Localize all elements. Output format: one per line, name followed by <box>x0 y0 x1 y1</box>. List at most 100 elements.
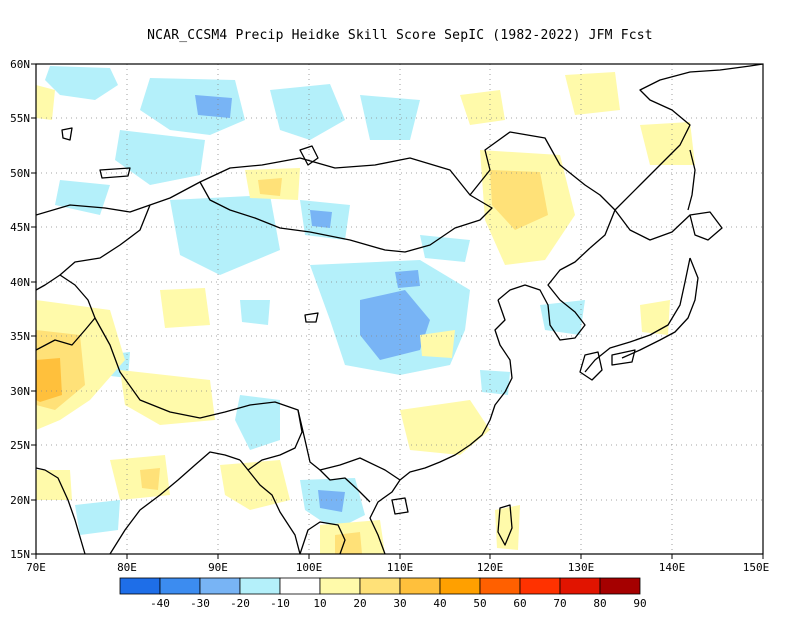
lat-labels: 60N 55N 50N 45N 40N 35N 30N 25N 20N 15N <box>10 58 30 561</box>
lat-label: 50N <box>10 167 30 180</box>
lon-label: 120E <box>477 561 504 574</box>
colorbar-swatch <box>239 577 281 595</box>
colorbar-swatch <box>479 577 521 595</box>
japan-kyushu <box>579 351 603 381</box>
neg-patch <box>240 300 270 325</box>
colorbar-swatch <box>519 577 561 595</box>
lat-label: 25N <box>10 439 30 452</box>
colorbar-swatch <box>159 577 201 595</box>
pos-patch-strong <box>258 178 282 196</box>
neg-patch <box>140 78 245 135</box>
colorbar-swatch <box>359 577 401 595</box>
neg-patch-strong <box>310 210 332 228</box>
pos-patch-strong <box>140 468 160 490</box>
laos-border <box>319 469 371 503</box>
pos-patch-max <box>36 358 62 402</box>
okhotsk-coast <box>614 64 763 211</box>
himalaya-border <box>94 317 303 471</box>
neg-patch <box>75 500 120 535</box>
lat-label: 30N <box>10 385 30 398</box>
pos-patch-strong <box>490 170 548 230</box>
neg-patch <box>235 395 280 450</box>
pos-patch <box>220 460 290 510</box>
lat-label: 20N <box>10 494 30 507</box>
colorbar-swatch <box>279 577 321 595</box>
pos-patch <box>565 72 620 115</box>
colorbar: -40 -30 -20 -10 10 20 30 40 50 60 70 80 90 <box>119 577 647 610</box>
coastlines-borders <box>36 64 763 554</box>
colorbar-label: -40 <box>150 597 170 610</box>
neg-patch <box>480 370 510 395</box>
lon-label: 100E <box>296 561 323 574</box>
lake-baikal <box>299 145 319 166</box>
colorbar-label: 60 <box>513 597 526 610</box>
lon-labels: 70E 80E 90E 100E 110E 120E 130E 140E 150… <box>26 561 769 574</box>
colorbar-label: 30 <box>393 597 406 610</box>
japan-east <box>621 257 699 359</box>
pos-patch <box>36 85 55 120</box>
lon-label: 150E <box>743 561 770 574</box>
colorbar-label: 20 <box>353 597 366 610</box>
neg-patch <box>55 180 110 215</box>
lon-label: 80E <box>117 561 137 574</box>
lon-label: 90E <box>208 561 228 574</box>
lon-label: 110E <box>387 561 414 574</box>
neg-patch <box>270 84 345 140</box>
hainan <box>391 497 409 515</box>
colorbar-label: -10 <box>270 597 290 610</box>
qinghai-lake <box>304 312 319 323</box>
colorbar-label: 90 <box>633 597 646 610</box>
china-east-coast <box>399 299 513 481</box>
hokkaido <box>689 211 723 241</box>
central-asia-border <box>59 181 201 276</box>
kazakh-border <box>36 204 151 216</box>
graticule <box>36 64 763 554</box>
colorbar-swatch <box>119 577 161 595</box>
colorbar-label: 10 <box>313 597 326 610</box>
neg-patch <box>360 95 420 140</box>
lon-label: 140E <box>659 561 686 574</box>
pos-patch <box>36 470 72 500</box>
pos-patch <box>110 455 170 500</box>
lat-label: 15N <box>10 548 30 561</box>
colorbar-label: 40 <box>433 597 446 610</box>
colorbar-label: 50 <box>473 597 486 610</box>
lat-label: 55N <box>10 112 30 125</box>
china-myanmar-border <box>297 409 401 481</box>
colorbar-swatch <box>319 577 361 595</box>
colorbar-swatch <box>439 577 481 595</box>
neg-patch <box>115 130 205 185</box>
pakistan-border <box>36 274 96 351</box>
lon-label: 70E <box>26 561 46 574</box>
neg-patch-strong <box>360 290 430 360</box>
neg-patch <box>420 235 470 262</box>
colorbar-swatch <box>559 577 601 595</box>
chart-title: NCAR_CCSM4 Precip Heidke Skill Score Sep… <box>147 28 653 43</box>
taiwan <box>497 504 513 546</box>
mongolia-border <box>199 157 493 253</box>
neg-patch-strong <box>395 270 420 288</box>
kamchatka <box>614 209 691 241</box>
bengal-coast <box>109 451 241 554</box>
lat-label: 45N <box>10 221 30 234</box>
skill-field <box>36 66 695 554</box>
sakhalin <box>687 149 696 211</box>
lat-label: 60N <box>10 58 30 71</box>
neg-patch <box>170 195 280 275</box>
pos-patch <box>640 300 670 335</box>
pos-patch <box>120 370 215 425</box>
lake-balkhash <box>99 167 131 179</box>
lat-label: 35N <box>10 330 30 343</box>
japan-honshu <box>584 257 691 373</box>
colorbar-label: 70 <box>553 597 566 610</box>
korea-coast <box>497 247 591 341</box>
pos-patch <box>460 90 505 125</box>
pos-patch-strong <box>335 532 362 554</box>
ne-china-border <box>469 131 616 249</box>
neg-patch <box>45 66 118 100</box>
colorbar-label: -30 <box>190 597 210 610</box>
pos-patch <box>160 288 210 328</box>
japan-shikoku <box>611 349 636 366</box>
neg-patch-strong <box>318 490 345 512</box>
